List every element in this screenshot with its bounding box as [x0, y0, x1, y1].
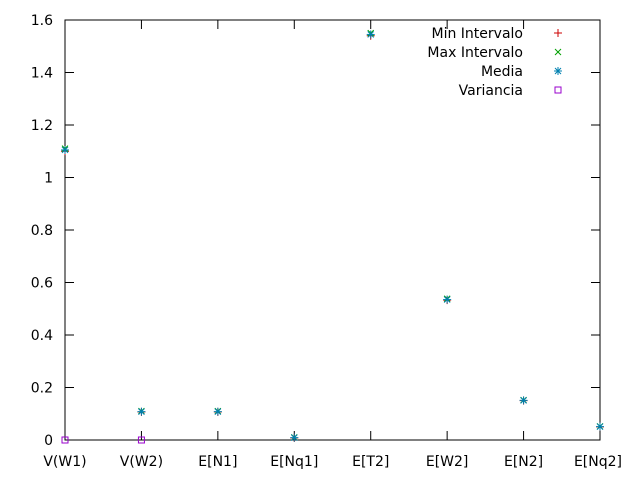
legend-marker-cross	[554, 48, 562, 56]
x-axis: V(W1) V(W2) E[N1] E[Nq1] E[T2] E[W2] E[N2] E[Nq…	[43, 20, 622, 470]
x-tick-label: E[N2]	[504, 454, 543, 470]
y-tick-label: 1	[44, 171, 53, 187]
y-tick-label: 1.4	[31, 66, 53, 82]
point-square	[137, 436, 145, 444]
x-tick-label: E[W2]	[426, 454, 469, 470]
x-tick-label: E[Nq2]	[574, 454, 622, 470]
y-tick-label: 1.6	[31, 13, 53, 29]
y-tick-label: 0.6	[31, 276, 53, 292]
legend-marker-plus	[554, 29, 562, 37]
point-star	[137, 407, 146, 416]
x-tick-label: V(W2)	[120, 454, 163, 470]
legend-label: Min Intervalo	[432, 26, 523, 42]
y-tick-label: 0.8	[31, 223, 53, 239]
legend-label: Media	[481, 64, 523, 80]
point-star	[519, 396, 528, 405]
point-square	[61, 436, 69, 444]
point-star	[596, 422, 604, 431]
point-star	[290, 433, 299, 442]
y-tick-label: 0.4	[31, 328, 53, 344]
y-tick-label: 0.2	[31, 381, 53, 397]
legend-marker-square	[554, 86, 562, 94]
legend-label: Max Intervalo	[427, 45, 523, 61]
legend-label: Variancia	[459, 83, 523, 99]
point-star	[213, 407, 222, 416]
x-tick-label: V(W1)	[43, 454, 86, 470]
data-points	[61, 29, 604, 444]
legend-marker-star	[554, 67, 562, 75]
x-tick-label: E[Nq1]	[270, 454, 318, 470]
y-tick-label: 0	[44, 433, 53, 449]
y-tick-label: 1.2	[31, 118, 53, 134]
y-axis: 0 0.2 0.4 0.6 0.8 1 1.2 1.4 1.6	[31, 13, 600, 449]
point-star	[443, 295, 452, 304]
legend: Min Intervalo Max Intervalo Media Variancia	[427, 26, 562, 99]
point-star	[366, 30, 375, 39]
point-star	[61, 145, 69, 154]
x-tick-label: E[N1]	[198, 454, 237, 470]
x-tick-label: E[T2]	[352, 454, 389, 470]
